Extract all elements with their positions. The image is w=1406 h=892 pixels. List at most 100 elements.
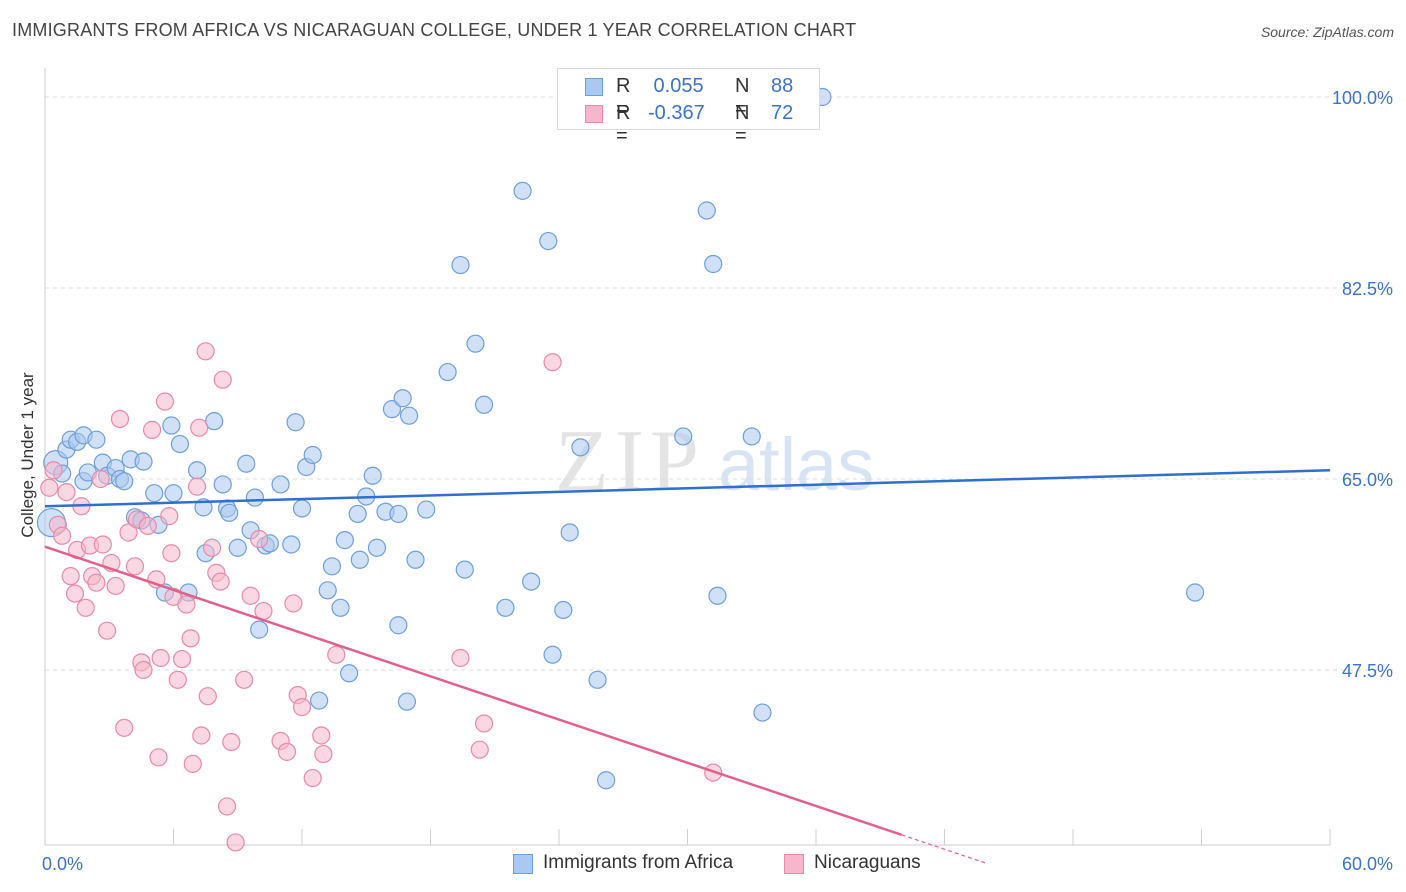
- nicaraguan-point: [151, 648, 170, 668]
- nicaraguan-point: [187, 477, 207, 496]
- nicaraguan-point: [172, 649, 192, 669]
- nicaraguan-point: [168, 670, 187, 689]
- nicaraguan-point: [91, 469, 110, 489]
- africa-point: [363, 466, 382, 485]
- africa-point: [310, 691, 329, 710]
- nicaraguan-point: [138, 516, 157, 536]
- africa-point: [187, 461, 207, 480]
- nicaraguan-point: [303, 768, 322, 788]
- nicaraguan-point: [61, 567, 80, 586]
- africa-point: [245, 488, 264, 507]
- africa-point: [742, 427, 761, 446]
- nicaraguan-point: [98, 621, 117, 640]
- nicaraguan-point: [451, 648, 470, 668]
- nicaraguan-point: [115, 718, 134, 737]
- africa-point: [554, 600, 573, 620]
- africa-point: [303, 445, 322, 465]
- y-tick-label: 100.0%: [1332, 88, 1393, 108]
- nicaraguan-point: [125, 557, 145, 576]
- chart-title: IMMIGRANTS FROM AFRICA VS NICARAGUAN COL…: [12, 20, 857, 40]
- nicaraguan-point: [142, 420, 162, 439]
- nicaraguan-point: [53, 526, 72, 545]
- source-label: Source: ZipAtlas.com: [1260, 24, 1394, 40]
- nicaraguan-point: [162, 544, 181, 563]
- nicaraguan-point: [277, 742, 297, 761]
- y-tick-label: 82.5%: [1342, 279, 1393, 299]
- legend-label: Nicaraguans: [814, 852, 921, 873]
- blue-swatch: [585, 78, 603, 96]
- africa-point: [393, 389, 412, 408]
- nicaraguan-point: [149, 748, 168, 767]
- africa-point: [282, 535, 301, 554]
- nicaraguan-point: [192, 726, 211, 745]
- nicaraguan-point: [196, 342, 215, 361]
- africa-point: [543, 645, 562, 664]
- watermark: ZIP atlas: [555, 413, 874, 510]
- africa-point: [331, 598, 350, 617]
- africa-point: [335, 531, 354, 550]
- stats-box: R = 0.055 N = 88 R = -0.367 N = 72: [557, 68, 820, 147]
- y-axis-title: College, Under 1 year: [18, 372, 37, 538]
- nicaraguan-point: [198, 687, 217, 706]
- africa-point: [474, 395, 494, 414]
- nicaraguan-point: [76, 598, 95, 617]
- nicaraguan-point: [292, 698, 312, 717]
- africa-point: [389, 616, 408, 635]
- nicaraguan-point: [217, 797, 237, 816]
- africa-point: [451, 255, 470, 275]
- nicaraguan-point: [213, 370, 232, 389]
- africa-point: [250, 620, 269, 639]
- africa-point: [571, 438, 590, 457]
- africa-point: [286, 413, 305, 432]
- nicaraguan-point: [160, 507, 179, 526]
- africa-point: [708, 586, 727, 605]
- africa-point: [162, 416, 181, 435]
- africa-point: [406, 550, 425, 569]
- tick-labels: 47.5% 65.0% 82.5% 100.0% 0.0% 60.0%: [42, 88, 1393, 874]
- africa-point: [697, 201, 716, 220]
- nicaraguan-point: [327, 645, 346, 664]
- africa-point: [292, 499, 312, 518]
- africa-point: [466, 334, 485, 353]
- africa-point: [539, 231, 558, 251]
- watermark-atlas: atlas: [718, 423, 874, 506]
- africa-point: [87, 430, 106, 449]
- africa-point: [322, 557, 342, 576]
- africa-point: [170, 434, 190, 454]
- africa-point: [397, 692, 417, 711]
- africa-point: [350, 550, 369, 569]
- n-value: 72: [771, 102, 794, 124]
- nicaraguan-point: [183, 754, 202, 773]
- nicaraguan-point: [543, 353, 562, 372]
- x-tick-label-max: 60.0%: [1342, 854, 1393, 874]
- nicaraguan-point: [110, 409, 130, 429]
- nicaraguan-point: [106, 576, 125, 596]
- africa-point: [496, 598, 515, 617]
- africa-point: [164, 484, 183, 503]
- nicaraguan-point: [226, 833, 245, 852]
- africa-point: [271, 475, 290, 494]
- africa-point: [228, 538, 247, 557]
- africa-point: [145, 484, 164, 503]
- n-label: N =: [735, 102, 750, 147]
- africa-point: [753, 703, 772, 722]
- nicaraguan-point: [190, 418, 209, 437]
- series-nicaraguans: [40, 342, 723, 852]
- n-value: 88: [771, 75, 794, 97]
- y-axis-title-group: College, Under 1 year: [18, 372, 37, 538]
- nicaraguan-point: [177, 595, 196, 614]
- africa-point: [597, 771, 616, 790]
- africa-point: [340, 664, 359, 683]
- africa-point: [417, 500, 436, 519]
- nicaraguan-point: [119, 523, 138, 542]
- r-label: R =: [616, 75, 631, 120]
- africa-point: [1185, 583, 1205, 602]
- africa-point: [237, 454, 256, 473]
- nicaraguan-point: [312, 726, 331, 745]
- nicaraguan-point: [40, 478, 59, 497]
- africa-point: [115, 472, 134, 491]
- nicaraguan-point: [44, 461, 63, 480]
- africa-point: [367, 538, 387, 557]
- africa-point: [348, 504, 367, 524]
- africa-point: [522, 572, 541, 591]
